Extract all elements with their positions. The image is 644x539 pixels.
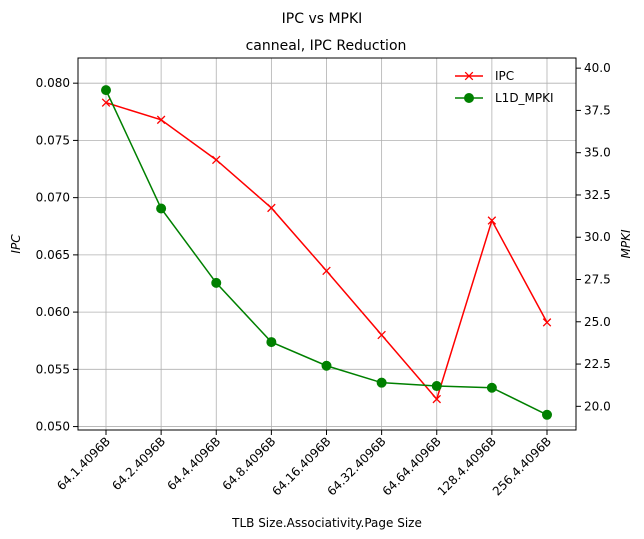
y-left-tick-label: 0.070 bbox=[36, 191, 70, 205]
legend-marker-l1d-mpki bbox=[464, 93, 474, 103]
data-point-l1d-mpki bbox=[486, 382, 497, 393]
plot-frame bbox=[77, 57, 577, 431]
data-point-ipc bbox=[432, 394, 442, 404]
y-right-tick-label: 35.0 bbox=[584, 146, 611, 160]
grid-lines bbox=[78, 58, 576, 430]
y-left-tick-label: 0.060 bbox=[36, 305, 70, 319]
data-point-l1d-mpki bbox=[321, 360, 332, 371]
y-axis-left-label: IPC bbox=[9, 234, 23, 254]
y-right-tick-label: 25.0 bbox=[584, 315, 611, 329]
y-right-tick-label: 27.5 bbox=[584, 273, 611, 287]
x-tick-label: 64.2.4096B bbox=[109, 434, 168, 493]
y-left-tick-label: 0.050 bbox=[36, 420, 70, 434]
y-right-tick-label: 40.0 bbox=[584, 61, 611, 75]
chart-title: canneal, IPC Reduction bbox=[246, 38, 407, 54]
data-point-l1d-mpki bbox=[431, 381, 442, 392]
data-point-l1d-mpki bbox=[211, 277, 222, 288]
y-right-tick-label: 32.5 bbox=[584, 188, 611, 202]
data-point-l1d-mpki bbox=[542, 409, 552, 420]
legend-marker-ipc bbox=[464, 71, 474, 81]
y-left-tick-label: 0.065 bbox=[36, 248, 70, 262]
legend: IPC L1D_MPKI bbox=[455, 69, 554, 105]
y-right-tick-label: 30.0 bbox=[584, 230, 611, 244]
y-left-tick-label: 0.080 bbox=[36, 76, 70, 90]
legend-label-ipc: IPC bbox=[495, 69, 514, 83]
legend-label-l1d-mpki: L1D_MPKI bbox=[495, 91, 554, 105]
data-point-ipc bbox=[377, 330, 386, 340]
y-right-tick-label: 22.5 bbox=[584, 357, 611, 371]
chart-suptitle: IPC vs MPKI bbox=[282, 11, 363, 27]
y-axis-right-label: MPKI bbox=[619, 229, 633, 258]
data-point-ipc bbox=[542, 318, 552, 327]
y-right-tick-label: 37.5 bbox=[584, 103, 611, 117]
data-point-l1d-mpki bbox=[156, 203, 167, 214]
data-point-ipc bbox=[211, 155, 221, 165]
x-tick-label: 64.4.4096B bbox=[164, 434, 223, 493]
data-point-ipc bbox=[156, 115, 166, 125]
y-left-tick-label: 0.075 bbox=[36, 133, 70, 147]
data-point-ipc bbox=[487, 216, 497, 225]
data-point-ipc bbox=[267, 203, 276, 213]
data-point-l1d-mpki bbox=[266, 337, 277, 348]
data-point-ipc bbox=[322, 266, 331, 276]
x-tick-label: 64.8.4096B bbox=[220, 434, 279, 493]
x-axis-label: TLB Size.Associativity.Page Size bbox=[231, 516, 422, 530]
data-point-l1d-mpki bbox=[376, 377, 387, 388]
data-point-ipc bbox=[101, 98, 111, 107]
x-tick-label: 64.1.4096B bbox=[54, 434, 113, 493]
x-tick-label: 256.4.4096B bbox=[490, 434, 554, 498]
y-left-tick-label: 0.055 bbox=[36, 362, 70, 376]
data-point-l1d-mpki bbox=[101, 85, 111, 96]
series-layer bbox=[101, 85, 552, 420]
y-right-tick-label: 20.0 bbox=[584, 399, 611, 413]
